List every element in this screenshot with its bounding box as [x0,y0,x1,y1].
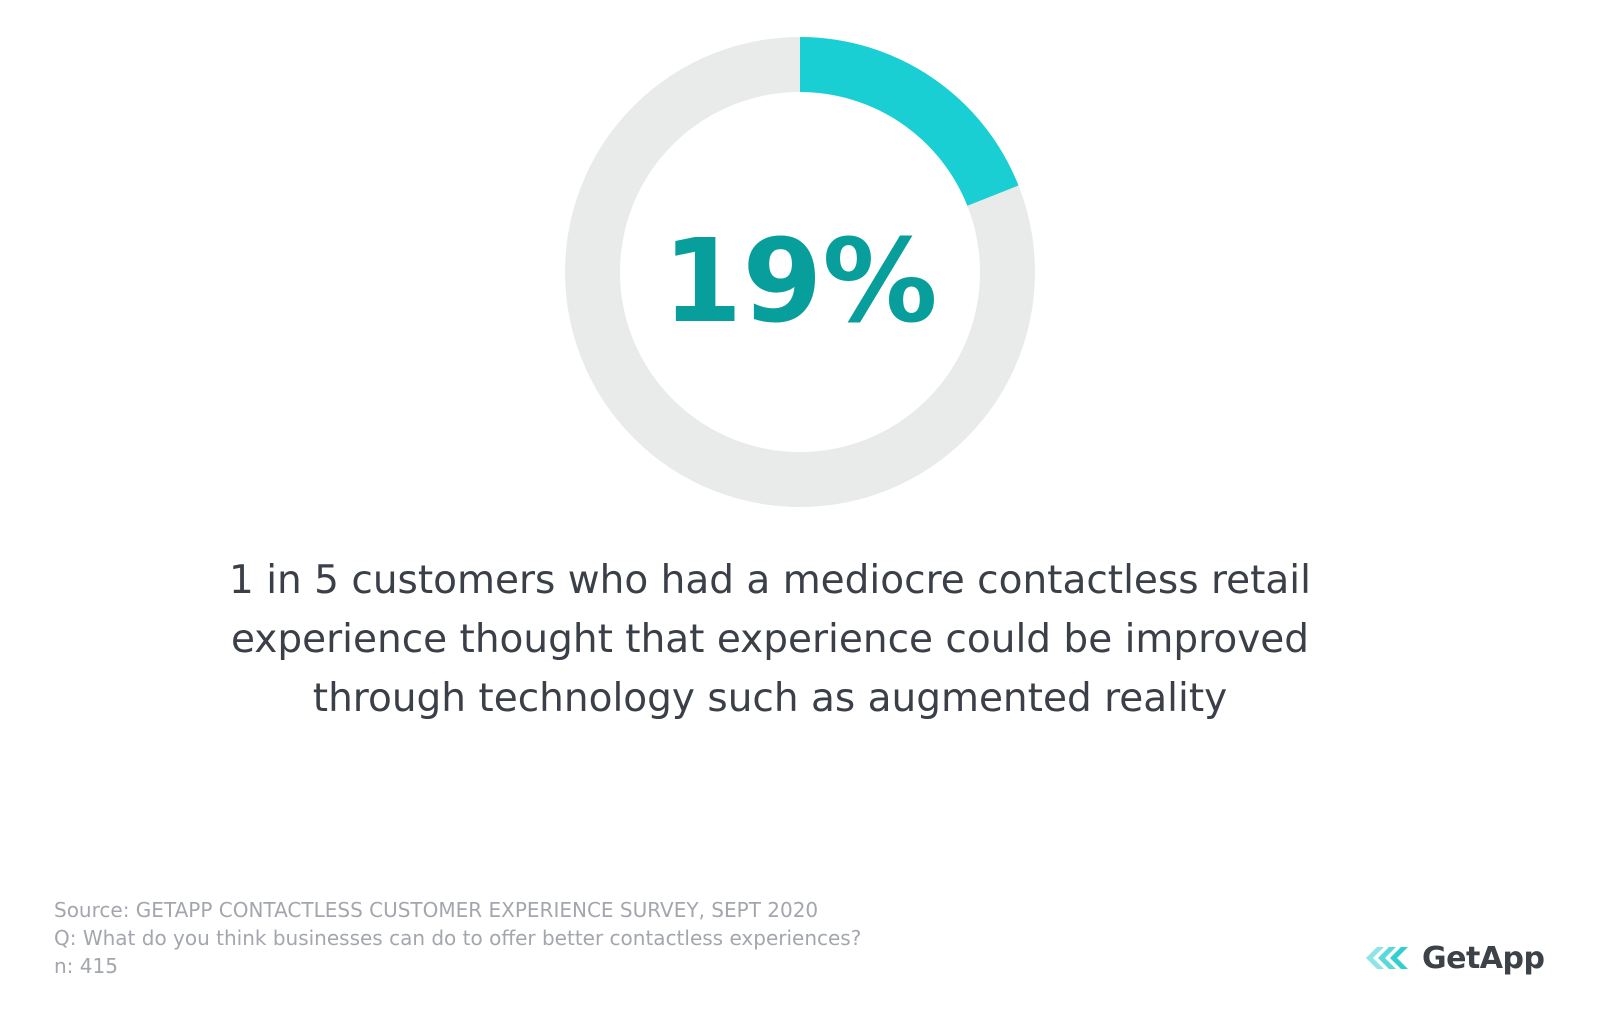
donut-slice-highlight [800,37,1019,206]
brand-name: GetApp [1422,940,1545,976]
source-notes: Source: GETAPP CONTACTLESS CUSTOMER EXPE… [54,896,861,980]
donut-center-value: 19% [662,215,937,349]
question-line: Q: What do you think businesses can do t… [54,926,862,950]
headline-line: through technology such as augmented rea… [312,676,1228,721]
headline: 1 in 5 customers who had a mediocre cont… [150,551,1390,728]
headline-line: 1 in 5 customers who had a mediocre cont… [229,558,1311,603]
getapp-logo: GetApp [1366,938,1545,978]
source-line: Source: GETAPP CONTACTLESS CUSTOMER EXPE… [54,898,819,922]
getapp-chevrons-icon [1366,947,1408,969]
sample-size: n: 415 [54,954,118,978]
headline-line: experience thought that experience could… [230,617,1310,662]
